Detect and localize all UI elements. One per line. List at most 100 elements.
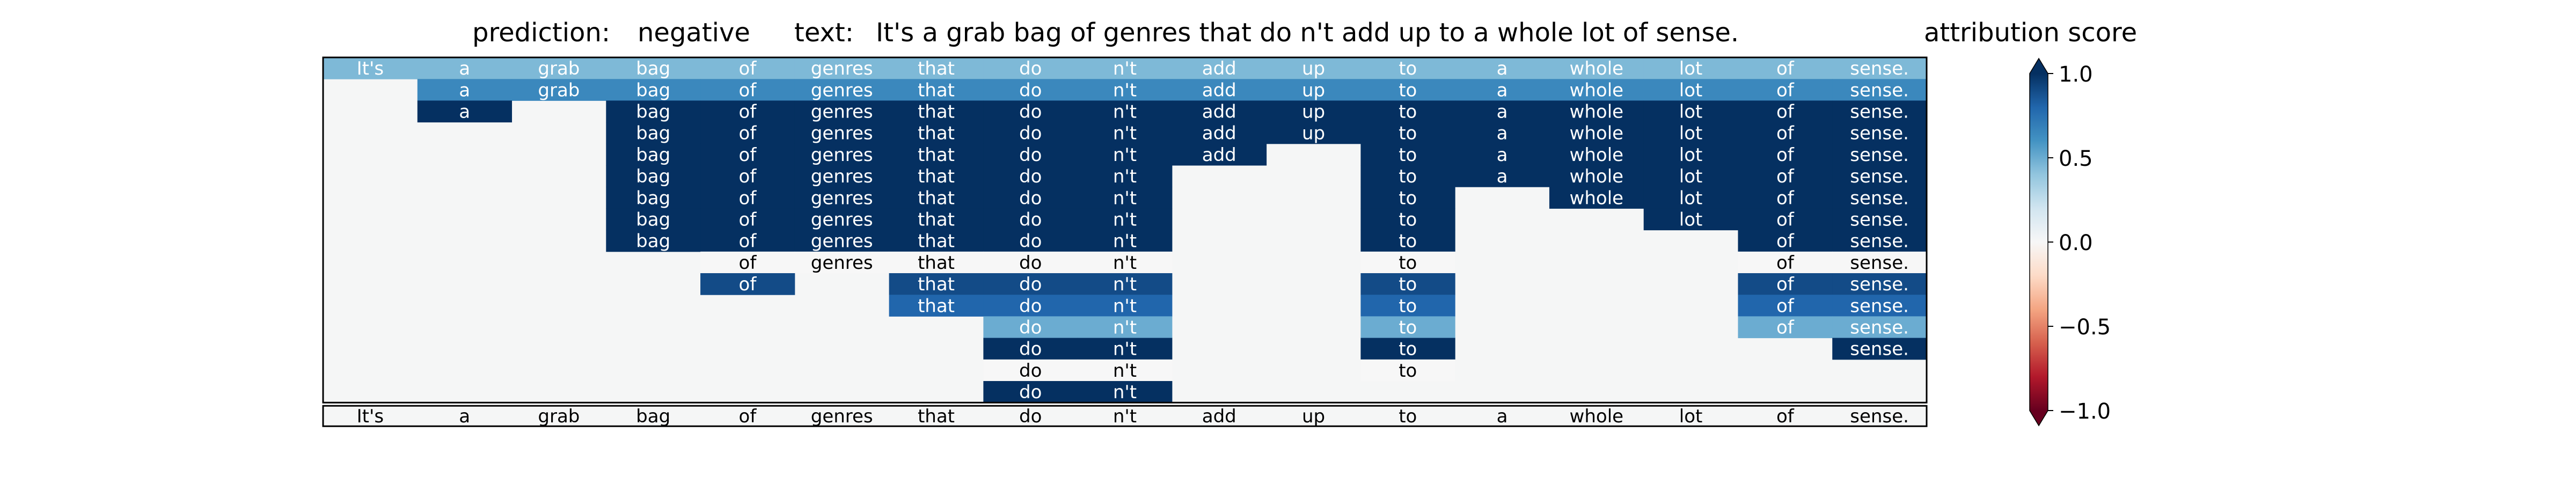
cell-token-label: of [1776,295,1795,317]
cell-token-label: of [1776,274,1795,295]
heatmap-cell [1266,100,1361,123]
cell-token-label: genres [811,79,873,101]
cell-token-label: bag [636,209,670,231]
prediction-label: prediction: [472,18,610,48]
heatmap-cell [1172,57,1267,79]
heatmap-cell [700,122,795,144]
cell-token-label: a [459,101,470,123]
cell-token-label: add [1202,58,1236,79]
cell-token-label: genres [811,187,873,209]
cell-token-label: n't [1113,274,1137,295]
cell-token-label: a [1497,123,1508,144]
heatmap-cell [1360,273,1455,295]
colorbar-tick-label: 0.5 [2059,147,2093,171]
heatmap-cell [700,57,795,79]
heatmap-cell [1832,57,1927,79]
heatmap-cell [1738,100,1833,123]
text-value: It's a grab bag of genres that do n't ad… [876,18,1739,48]
cell-token-label: grab [538,58,580,79]
cell-token-label: sense. [1850,123,1909,144]
heatmap-cell [983,79,1078,101]
cell-token-label: to [1399,166,1417,187]
cell-token-label: n't [1113,295,1137,317]
heatmap-cell [1738,57,1833,79]
cell-token-label: bag [636,123,670,144]
cell-token-label: do [1019,187,1042,209]
heatmap-cell [794,143,890,166]
baseline-token-label: of [739,406,757,427]
heatmap-cell [794,122,890,144]
heatmap-cell [700,208,795,231]
baseline-token-label: a [459,406,470,427]
heatmap-cell [983,100,1078,123]
cell-token-label: a [1497,79,1508,101]
heatmap-cell [983,359,1078,382]
cell-token-label: It's [357,58,384,79]
cell-token-label: n't [1113,144,1137,166]
cell-token-label: that [918,144,955,166]
heatmap-cell [1643,165,1738,187]
attribution-heatmap: It's a grab bag of genres that do n't add up to a who… [322,56,1928,427]
cell-token-label: sense. [1850,339,1909,360]
colorbar-tick-label: −1.0 [2059,399,2111,424]
cell-token-label: n't [1113,209,1137,231]
heatmap-cell [1360,122,1455,144]
heatmap-cell [1549,57,1644,79]
heatmap-cell [1078,187,1173,209]
cell-token-label: to [1399,187,1417,209]
heatmap-cell [1832,316,1927,339]
cell-token-label: n't [1113,360,1137,382]
heatmap-cell [1549,79,1644,101]
cell-token-label: to [1399,317,1417,339]
heatmap-cell [1455,143,1550,166]
heatmap-cell [1078,359,1173,382]
cell-token-label: a [1497,101,1508,123]
heatmap-cell [1738,165,1833,187]
cell-token-label: whole [1570,144,1624,166]
cell-token-label: do [1019,295,1042,317]
cell-token-label: lot [1679,144,1703,166]
heatmap-cell [1078,381,1173,403]
colorbar-tick-label: −0.5 [2059,315,2111,340]
cell-token-label: bag [636,79,670,101]
heatmap-cell [1360,100,1455,123]
heatmap-cell [1643,208,1738,231]
cell-token-label: sense. [1850,144,1909,166]
heatmap-cell [889,100,984,123]
heatmap-cell [700,251,795,274]
cell-token-label: lot [1679,209,1703,231]
heatmap-cell [889,57,984,79]
cell-token-label: n't [1113,166,1137,187]
heatmap-cell [700,230,795,252]
cell-token-label: genres [811,58,873,79]
cell-token-label: lot [1679,79,1703,101]
baseline-token-label: whole [1570,406,1624,427]
heatmap-cell [1266,79,1361,101]
cell-token-label: bag [636,166,670,187]
cell-token-label: whole [1570,58,1624,79]
cell-token-label: genres [811,209,873,231]
baseline-token-label: sense. [1850,406,1909,427]
heatmap-cell [1549,100,1644,123]
cell-token-label: sense. [1850,274,1909,295]
heatmap-cell [700,79,795,101]
colorbar-min-arrow [2030,411,2048,426]
cell-token-label: to [1399,295,1417,317]
cell-token-label: bag [636,144,670,166]
cell-token-label: bag [636,187,670,209]
heatmap-cell [1360,165,1455,187]
cell-token-label: add [1202,101,1236,123]
cell-token-label: lot [1679,123,1703,144]
heatmap-cell [1549,165,1644,187]
heatmap-cell [1078,251,1173,274]
cell-token-label: genres [811,252,873,274]
heatmap-cell [983,143,1078,166]
heatmap-cell [1078,100,1173,123]
heatmap-cell [1455,165,1550,187]
cell-token-label: a [459,79,470,101]
heatmap-cell [1360,338,1455,360]
cell-token-label: n't [1113,101,1137,123]
colorbar-tick-label: 0.0 [2059,231,2093,255]
heatmap-cell [1738,273,1833,295]
cell-token-label: do [1019,101,1042,123]
